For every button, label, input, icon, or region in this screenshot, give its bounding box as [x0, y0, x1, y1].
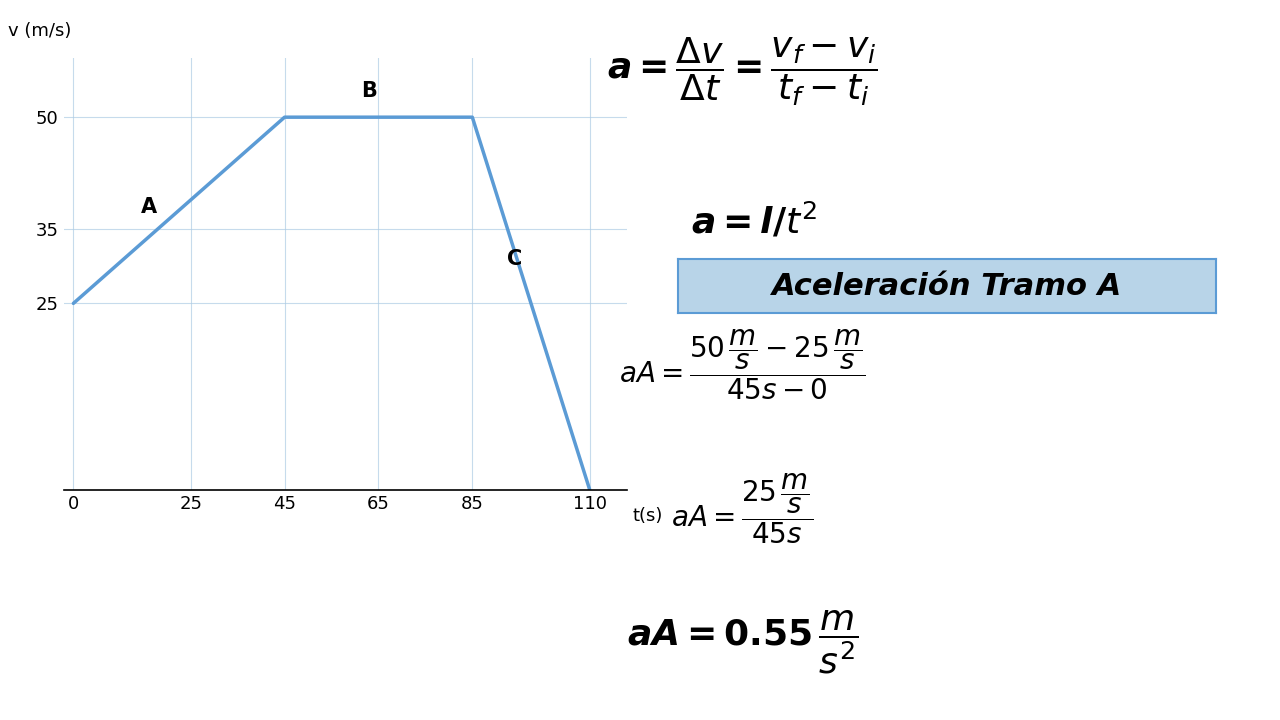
Text: Aceleración Tramo A: Aceleración Tramo A [772, 271, 1123, 301]
Text: v (m/s): v (m/s) [8, 22, 72, 40]
Text: A: A [141, 197, 156, 217]
Text: $aA = \dfrac{50\,\dfrac{m}{s} - 25\,\dfrac{m}{s}}{45s - 0}$: $aA = \dfrac{50\,\dfrac{m}{s} - 25\,\dfr… [620, 328, 865, 402]
Text: B: B [361, 81, 378, 101]
Text: $\boldsymbol{aA = 0.55\,\dfrac{m}{s^2}}$: $\boldsymbol{aA = 0.55\,\dfrac{m}{s^2}}$ [627, 608, 858, 676]
Text: $\boldsymbol{a = \dfrac{\Delta v}{\Delta t} = \dfrac{v_f - v_i}{t_f - t_i}}$: $\boldsymbol{a = \dfrac{\Delta v}{\Delta… [607, 36, 878, 108]
Text: $aA = \dfrac{25\,\dfrac{m}{s}}{45s}$: $aA = \dfrac{25\,\dfrac{m}{s}}{45s}$ [671, 472, 814, 546]
Text: $\boldsymbol{a = l/t^2}$: $\boldsymbol{a = l/t^2}$ [691, 202, 818, 240]
Text: C: C [507, 248, 522, 269]
Text: t(s): t(s) [632, 507, 663, 524]
